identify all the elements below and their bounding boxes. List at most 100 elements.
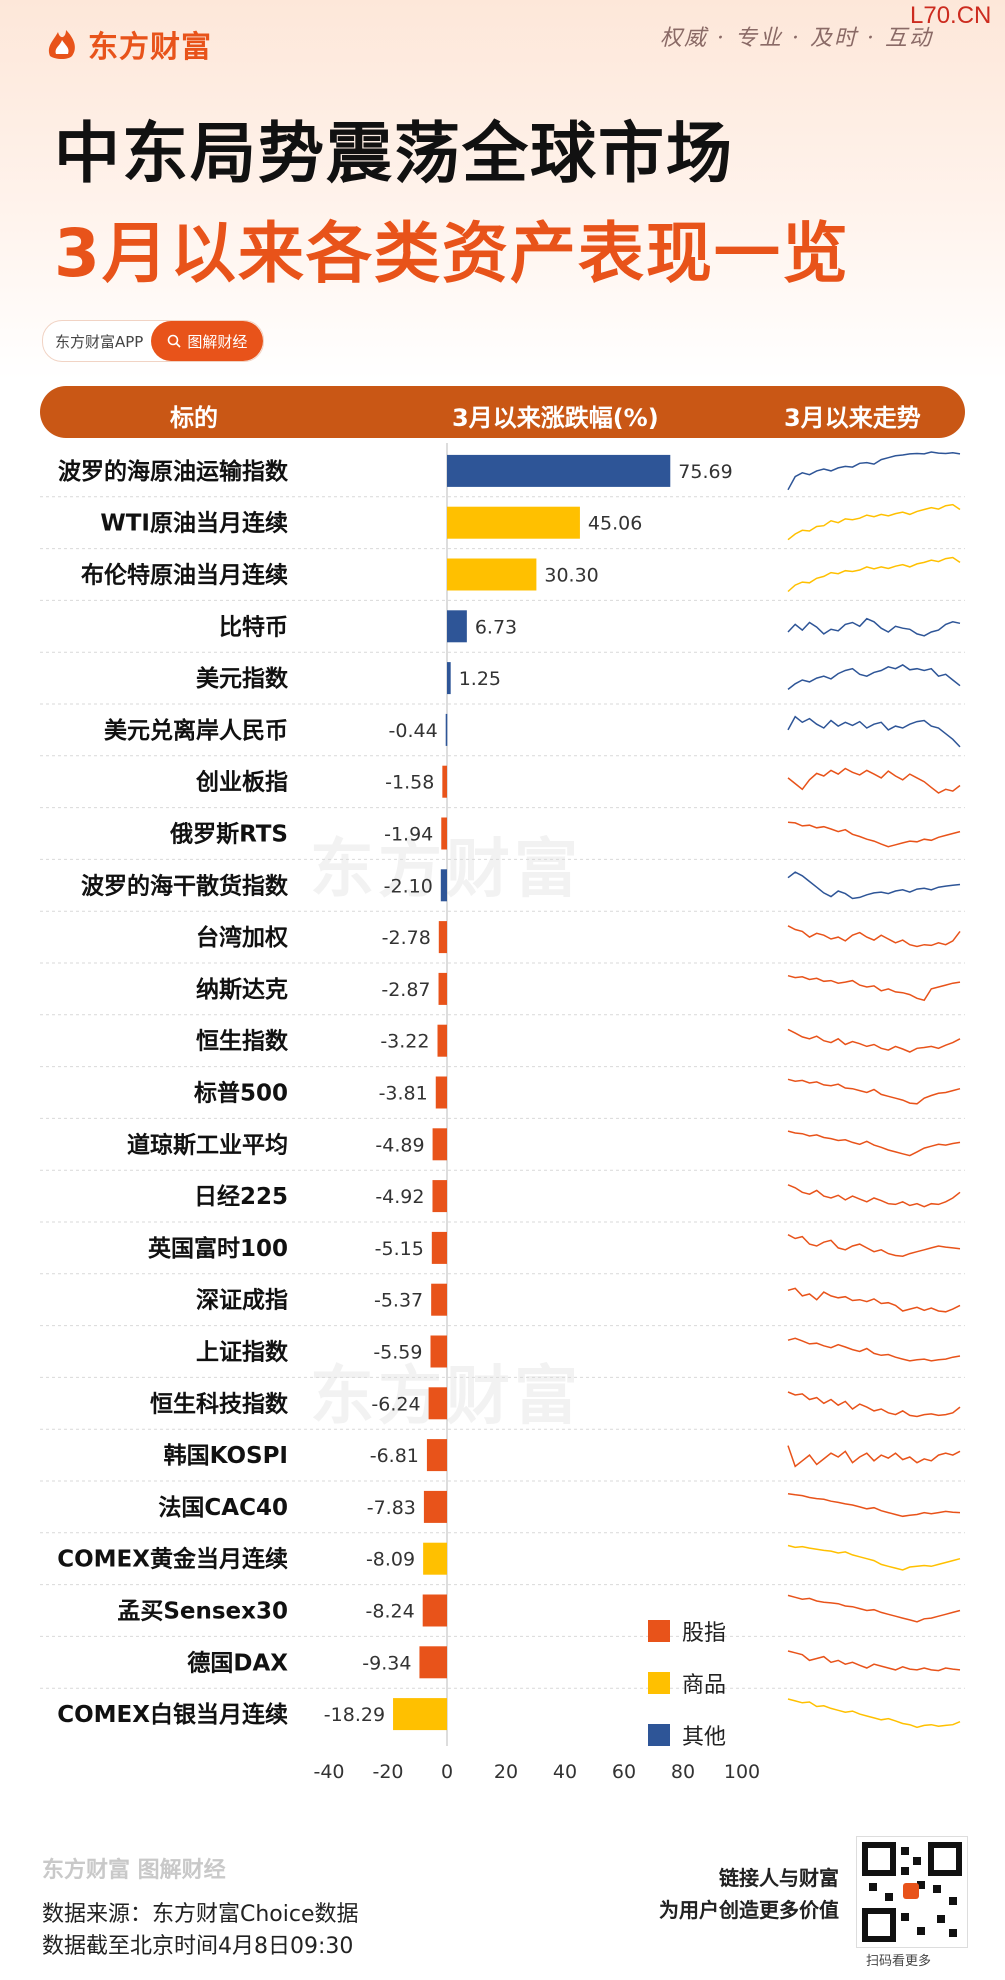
category-label: 道琼斯工业平均 [127, 1131, 288, 1158]
trend-sparkline [787, 1391, 961, 1418]
header-col-asset: 标的 [170, 404, 218, 432]
trend-sparkline [787, 451, 961, 491]
trend-sparkline [787, 503, 961, 541]
data-label: -4.92 [375, 1186, 424, 1208]
flame-icon [48, 30, 75, 59]
bar [393, 1698, 447, 1731]
x-tick-label: 60 [612, 1761, 636, 1783]
category-label: COMEX黄金当月连续 [57, 1546, 288, 1573]
data-label: 1.25 [459, 668, 501, 690]
trend-sparkline [787, 556, 961, 593]
data-label: -9.34 [362, 1652, 411, 1674]
x-tick-label: 0 [441, 1761, 453, 1783]
legend-item-commodity: 商品 [648, 1667, 726, 1699]
bar [438, 921, 447, 954]
category-label: 波罗的海原油运输指数 [58, 458, 289, 485]
category-label: 俄罗斯RTS [169, 821, 288, 848]
bar [447, 558, 537, 591]
site-watermark: L70.CN [910, 2, 992, 29]
category-label: 创业板指 [195, 770, 288, 796]
legend-label: 商品 [682, 1673, 727, 1698]
trend-sparkline [787, 1184, 961, 1208]
x-tick-label: 100 [724, 1761, 760, 1783]
trend-sparkline [787, 974, 961, 1002]
header-col-change: 3月以来涨跌幅(%) [452, 404, 659, 432]
trend-sparkline [787, 1078, 961, 1105]
brand-name: 东方财富 [88, 30, 212, 65]
data-label: 30.30 [544, 565, 598, 587]
trend-sparkline [787, 821, 961, 848]
app-tag[interactable]: 图解财经 [151, 321, 264, 361]
app-tag-label: 图解财经 [187, 332, 248, 351]
search-icon [168, 334, 181, 348]
category-label: 英国富时100 [148, 1235, 288, 1262]
legend-swatch [648, 1672, 670, 1694]
legend-item-other: 其他 [648, 1719, 726, 1751]
data-label: -8.24 [366, 1601, 415, 1623]
legend-label: 股指 [682, 1621, 727, 1646]
legend-swatch [648, 1620, 670, 1642]
data-label: -2.10 [384, 875, 433, 897]
data-label: -5.15 [375, 1238, 424, 1260]
bar [447, 454, 671, 487]
bar [447, 662, 451, 695]
x-tick-label: 40 [553, 1761, 577, 1783]
bar [447, 610, 467, 643]
data-label: -6.24 [371, 1393, 420, 1415]
category-label: 韩国KOSPI [164, 1442, 288, 1469]
qr-code[interactable] [856, 1836, 968, 1948]
bar [432, 1180, 447, 1213]
data-label: -18.29 [324, 1704, 385, 1726]
category-label: 德国DAX [187, 1649, 288, 1676]
trend-sparkline [787, 1445, 961, 1468]
trend-sparkline [787, 1544, 961, 1571]
trend-sparkline [787, 767, 961, 794]
app-label: 东方财富APP [55, 332, 144, 351]
trend-sparkline [787, 1287, 961, 1313]
bar [428, 1387, 447, 1420]
trend-sparkline [787, 1594, 961, 1623]
category-label: 布伦特原油当月连续 [81, 562, 288, 589]
x-tick-label: 80 [671, 1761, 695, 1783]
data-label: -7.83 [367, 1497, 416, 1519]
trend-sparkline [787, 925, 961, 948]
x-tick-label: -40 [313, 1761, 344, 1783]
x-tick-label: 20 [494, 1761, 518, 1783]
category-label: 比特币 [219, 614, 288, 640]
trend-sparkline [787, 1650, 961, 1672]
bar [430, 1335, 447, 1368]
data-label: 45.06 [588, 513, 642, 535]
bar [440, 869, 447, 902]
data-label: -1.58 [385, 772, 434, 794]
category-label: WTI原油当月连续 [100, 510, 288, 537]
data-label: -3.81 [379, 1083, 428, 1105]
legend-label: 其他 [682, 1725, 727, 1750]
header-background [0, 0, 1005, 380]
slogan: 权威 · 专业 · 及时 · 互动 [660, 26, 933, 51]
legend-item-equity: 股指 [648, 1615, 726, 1647]
bar [422, 1594, 447, 1627]
bar [438, 972, 447, 1005]
category-label: 法国CAC40 [158, 1495, 288, 1521]
bar [435, 1076, 447, 1109]
trend-sparkline [787, 1234, 961, 1257]
bar [447, 506, 580, 539]
data-label: -4.89 [375, 1134, 424, 1156]
footer-slogan: 链接人与财富 为用户创造更多价值 [659, 1862, 839, 1926]
trend-sparkline [787, 871, 961, 900]
data-label: -6.81 [370, 1445, 419, 1467]
bar [431, 1231, 447, 1264]
app-badge[interactable]: 东方财富APP 图解财经 [42, 320, 265, 362]
bar [419, 1646, 447, 1679]
category-label: 恒生指数 [196, 1029, 289, 1055]
trend-sparkline [787, 617, 961, 637]
category-label: 标普500 [194, 1080, 288, 1107]
data-label: -8.09 [366, 1549, 415, 1571]
trend-sparkline [787, 1028, 961, 1053]
data-label: -5.37 [374, 1290, 423, 1312]
category-label: 上证指数 [196, 1340, 289, 1366]
data-label: -2.78 [382, 927, 431, 949]
category-label: 日经225 [194, 1183, 288, 1210]
bar [423, 1542, 447, 1575]
data-label: -1.94 [384, 824, 433, 846]
